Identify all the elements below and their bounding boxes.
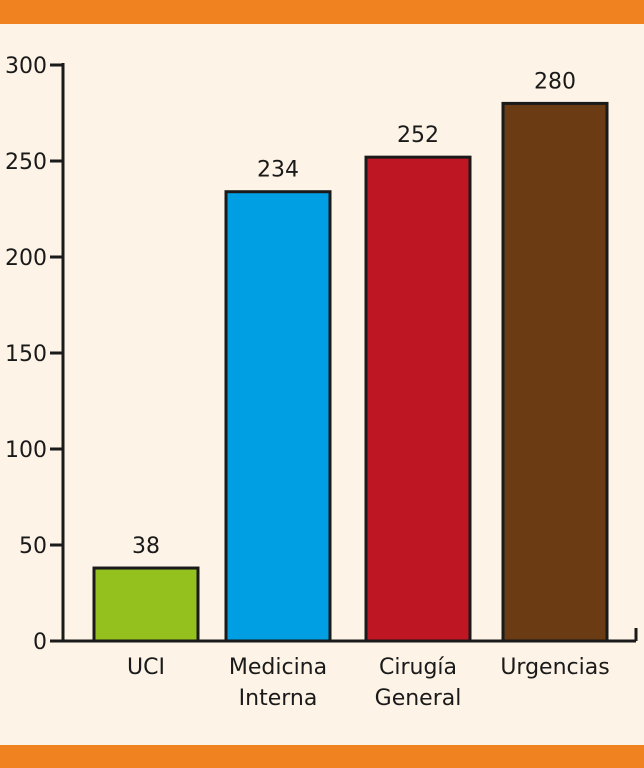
y-tick-label: 0 <box>33 630 47 655</box>
bar-value-label: 280 <box>534 69 576 94</box>
y-tick-label: 50 <box>19 534 47 559</box>
x-tick-label: UCI <box>127 655 165 680</box>
bars-group <box>92 101 609 643</box>
x-tick-label: Medicina <box>229 655 327 680</box>
x-tick-label: General <box>375 686 462 711</box>
labels-group: 0 50 100 150 200 250 300 38 UCI 234 Medicina Intern… <box>5 54 610 711</box>
y-tick-label: 150 <box>5 342 47 367</box>
y-tick-label: 100 <box>5 438 47 463</box>
bar-value-label: 252 <box>397 123 439 148</box>
x-tick-label: Cirugía <box>379 655 457 680</box>
bar-value-label: 38 <box>132 534 160 559</box>
bar-value-label: 234 <box>257 158 299 183</box>
bar <box>364 155 472 643</box>
y-tick-label: 200 <box>5 246 47 271</box>
bar <box>501 101 609 643</box>
y-tick-label: 300 <box>5 54 47 79</box>
x-tick-label: Interna <box>239 686 318 711</box>
bottom-accent-band <box>0 745 644 768</box>
y-tick-label: 250 <box>5 150 47 175</box>
x-tick-label: Urgencias <box>500 655 609 680</box>
top-accent-band <box>0 0 644 24</box>
bar <box>92 566 200 643</box>
bar <box>224 190 332 643</box>
